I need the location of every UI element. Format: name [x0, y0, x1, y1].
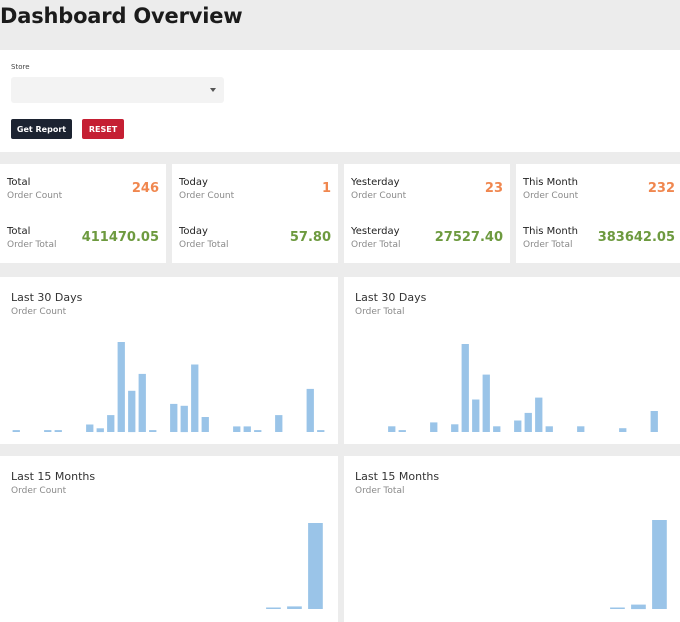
chart-bar	[652, 520, 667, 609]
stat-card-today: Today Order Count 1 Today Order Total 57…	[172, 164, 338, 263]
chart-bar	[12, 430, 20, 432]
chart-bar	[254, 430, 262, 432]
chart-subtitle: Order Count	[11, 307, 67, 317]
chart-card-15m-count: Last 15 Months Order Count	[0, 456, 338, 622]
chart-card-15m-total: Last 15 Months Order Total	[344, 456, 680, 622]
chart-bar	[482, 374, 490, 432]
chart-bar	[44, 430, 52, 432]
chart-bar	[610, 607, 625, 609]
stat-count-sub: Order Count	[523, 191, 579, 201]
chart-bar	[287, 606, 302, 609]
chart-card-30d-count: Last 30 Days Order Count	[0, 277, 338, 444]
stat-total-value: 27527.40	[434, 230, 503, 245]
store-select[interactable]	[11, 77, 224, 103]
bar-chart	[12, 342, 325, 433]
chart-bar	[170, 403, 178, 432]
chart-bar	[514, 420, 522, 432]
bar-chart	[610, 520, 667, 610]
chart-bar	[149, 430, 157, 432]
chart-bar	[180, 405, 188, 433]
chart-bar	[107, 415, 115, 432]
stat-count-title: This Month	[523, 177, 578, 188]
chart-bar	[317, 430, 325, 432]
chart-bar	[138, 373, 146, 432]
chart-subtitle: Order Total	[355, 486, 405, 496]
chart-bar	[631, 604, 646, 610]
chart-bar	[201, 417, 209, 432]
chart-bar	[451, 424, 459, 432]
stat-card-total: Total Order Count 246 Total Order Total …	[0, 164, 166, 263]
chart-bar	[650, 411, 658, 432]
stat-total-sub: Order Total	[351, 240, 401, 250]
stat-total-sub: Order Total	[179, 240, 229, 250]
stat-total-title: Today	[179, 226, 208, 237]
chart-bar	[461, 344, 469, 432]
chart-title: Last 30 Days	[11, 291, 83, 304]
reset-button[interactable]: RESET	[82, 119, 124, 139]
stat-total-sub: Order Total	[7, 240, 57, 250]
chart-bar	[117, 342, 125, 432]
bar-chart	[388, 344, 658, 432]
bar-chart	[266, 523, 323, 609]
chart-bar	[619, 428, 627, 432]
stat-count-value: 246	[131, 181, 159, 196]
stat-count-title: Today	[179, 177, 208, 188]
chart-bar	[243, 426, 251, 432]
chart-title: Last 30 Days	[355, 291, 427, 304]
stat-total-value: 411470.05	[81, 230, 159, 245]
chart-title: Last 15 Months	[355, 470, 440, 483]
chart-bar	[472, 399, 480, 432]
chart-subtitle: Order Count	[11, 486, 67, 496]
chart-bar	[388, 426, 396, 432]
chart-bar	[430, 422, 438, 432]
stat-total-value: 383642.05	[597, 230, 675, 245]
stat-card-yesterday: Yesterday Order Count 23 Yesterday Order…	[344, 164, 510, 263]
chart-bar	[306, 388, 314, 432]
chart-bar	[54, 430, 62, 432]
stat-count-sub: Order Count	[7, 191, 63, 201]
stat-total-title: Total	[7, 226, 31, 237]
stat-total-title: Yesterday	[351, 226, 400, 237]
stat-card-this-month: This Month Order Count 232 This Month Or…	[516, 164, 680, 263]
chart-bar	[577, 426, 585, 432]
chart-bar	[86, 424, 94, 432]
filter-panel: Store Get Report RESET	[0, 50, 680, 152]
stat-total-title: This Month	[523, 226, 578, 237]
stat-count-value: 23	[484, 181, 503, 196]
stat-count-value: 1	[321, 181, 331, 196]
stat-count-title: Yesterday	[351, 177, 400, 188]
chart-bar	[524, 412, 532, 432]
chart-bar	[96, 428, 104, 433]
chart-bar	[266, 607, 281, 609]
chart-bar	[275, 415, 283, 432]
chart-bar	[545, 426, 553, 432]
get-report-button[interactable]: Get Report	[11, 119, 72, 139]
chart-bar	[398, 430, 406, 432]
page-title: Dashboard Overview	[0, 4, 243, 28]
stat-count-value: 232	[647, 181, 675, 196]
chart-bar	[535, 397, 543, 432]
stat-count-title: Total	[7, 177, 31, 188]
stat-total-value: 57.80	[289, 230, 331, 245]
chart-bar	[493, 426, 501, 432]
stat-count-sub: Order Count	[179, 191, 235, 201]
chart-title: Last 15 Months	[11, 470, 96, 483]
chart-bar	[191, 364, 199, 432]
store-label: Store	[11, 63, 30, 71]
chart-bar	[128, 390, 136, 433]
chart-bar	[233, 426, 241, 432]
chart-subtitle: Order Total	[355, 307, 405, 317]
chart-bar	[308, 523, 323, 609]
caret-down-icon	[210, 88, 216, 92]
stat-total-sub: Order Total	[523, 240, 573, 250]
stat-count-sub: Order Count	[351, 191, 407, 201]
chart-card-30d-total: Last 30 Days Order Total	[344, 277, 680, 444]
